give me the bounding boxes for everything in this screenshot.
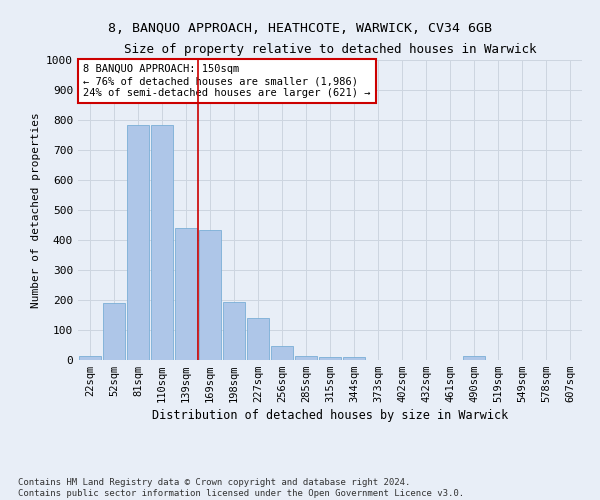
Bar xyxy=(103,303,125,360)
Text: 8 BANQUO APPROACH: 150sqm
← 76% of detached houses are smaller (1,986)
24% of se: 8 BANQUO APPROACH: 150sqm ← 76% of detac… xyxy=(83,64,371,98)
Bar xyxy=(295,356,317,360)
Text: 8, BANQUO APPROACH, HEATHCOTE, WARWICK, CV34 6GB: 8, BANQUO APPROACH, HEATHCOTE, WARWICK, … xyxy=(108,22,492,36)
Bar xyxy=(463,356,485,360)
Bar xyxy=(175,228,197,360)
Bar xyxy=(127,124,149,360)
Bar xyxy=(319,357,341,360)
Text: Contains HM Land Registry data © Crown copyright and database right 2024.
Contai: Contains HM Land Registry data © Crown c… xyxy=(18,478,464,498)
Bar xyxy=(247,318,269,360)
Bar xyxy=(343,357,365,360)
Bar xyxy=(199,230,221,360)
Title: Size of property relative to detached houses in Warwick: Size of property relative to detached ho… xyxy=(124,43,536,56)
X-axis label: Distribution of detached houses by size in Warwick: Distribution of detached houses by size … xyxy=(152,410,508,422)
Bar xyxy=(271,346,293,360)
Bar xyxy=(79,356,101,360)
Bar xyxy=(151,124,173,360)
Bar xyxy=(223,302,245,360)
Y-axis label: Number of detached properties: Number of detached properties xyxy=(31,112,41,308)
